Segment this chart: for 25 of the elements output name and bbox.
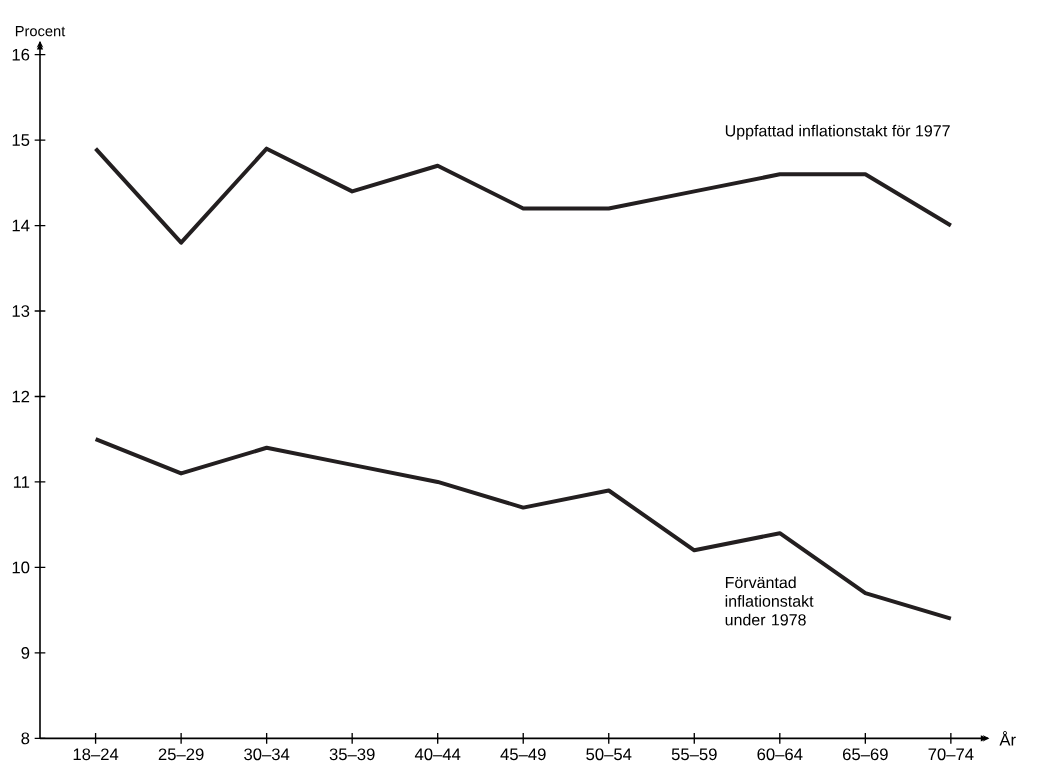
x-tick-label: 40–44 <box>414 748 461 761</box>
x-tick-label: 18–24 <box>73 748 119 761</box>
x-tick-label: 60–64 <box>757 748 803 761</box>
series-label: Förväntad inflationstakt under 1978 <box>725 576 814 626</box>
text: Uppfattad inflationstakt för 1977 <box>725 124 950 140</box>
y-tick-label: 12 <box>12 390 30 403</box>
x-tick-label: 35–39 <box>329 748 375 761</box>
x-tick-label: 55–59 <box>671 748 717 761</box>
x-tick-label: 65–69 <box>843 748 888 761</box>
y-tick-label: 8 <box>21 732 30 745</box>
y-tick-label: 9 <box>21 646 30 659</box>
line-series <box>93 146 953 245</box>
y-tick-label: 13 <box>12 305 30 317</box>
x-tick-label: 70–74 <box>928 748 974 761</box>
y-tick-label: 15 <box>12 134 30 146</box>
y-axis-title: Procent <box>15 26 66 37</box>
y-tick-label: 11 <box>13 476 30 488</box>
y-tick-label: 16 <box>12 48 30 61</box>
y-tick-label: 10 <box>12 561 30 574</box>
x-tick-label: 50–54 <box>586 748 632 761</box>
x-tick-label: 45–49 <box>500 748 546 761</box>
x-tick-label: 30–34 <box>244 748 290 761</box>
x-axis-title: År <box>999 731 1016 746</box>
x-tick-label: 25–29 <box>158 748 204 761</box>
y-tick-label: 14 <box>12 219 30 232</box>
